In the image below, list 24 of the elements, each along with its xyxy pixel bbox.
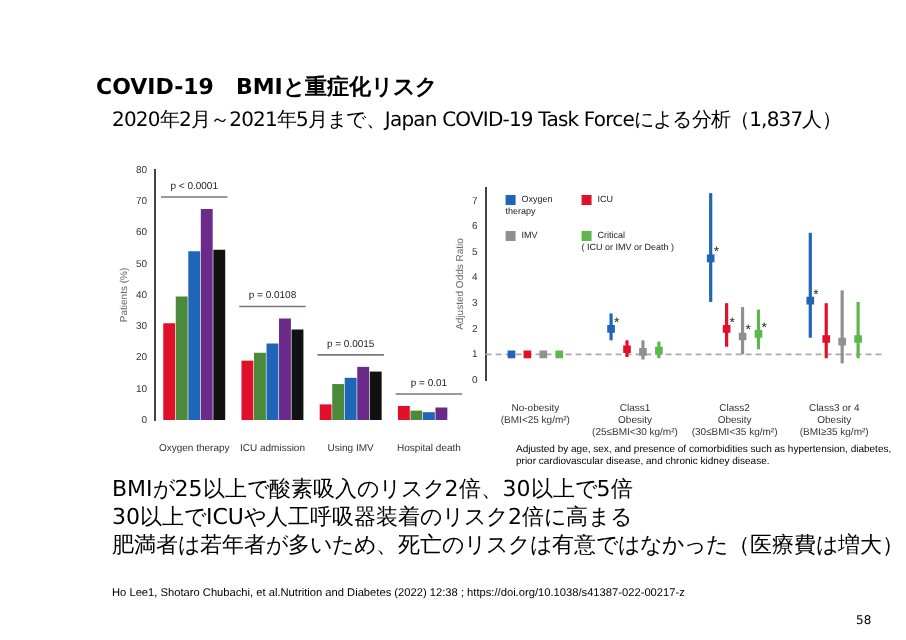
text: BMIが25以上で酸素吸入のリスク2倍、30以上で5倍 xyxy=(112,476,635,504)
bar xyxy=(397,405,410,420)
bar xyxy=(291,329,304,420)
bar xyxy=(357,366,370,420)
text: 肥満者は若年者が多いため、死亡のリスクは有意ではなかった（医療費は増大） xyxy=(112,532,904,560)
bar xyxy=(266,343,279,420)
bar xyxy=(410,410,423,420)
bar xyxy=(279,318,291,420)
bar xyxy=(253,352,266,420)
bar xyxy=(241,360,254,420)
bar xyxy=(175,296,188,420)
bar xyxy=(163,323,176,420)
bar xyxy=(332,384,345,420)
bar xyxy=(188,251,201,420)
bar xyxy=(422,412,435,420)
bar xyxy=(200,209,213,420)
bar xyxy=(369,371,382,420)
bar xyxy=(319,404,332,420)
bar xyxy=(435,407,448,420)
chart-subtitle: 2020年2月～2021年5月まで、Japan COVID-19 Task Forceによる分析（1,837人） xyxy=(112,107,841,134)
bar xyxy=(213,249,226,420)
bar xyxy=(344,377,357,420)
text: 30以上でICUや人工呼吸器装着のリスク2倍に高まる xyxy=(112,504,634,532)
chart-title: COVID-19 BMIと重症化リスク xyxy=(96,72,437,102)
